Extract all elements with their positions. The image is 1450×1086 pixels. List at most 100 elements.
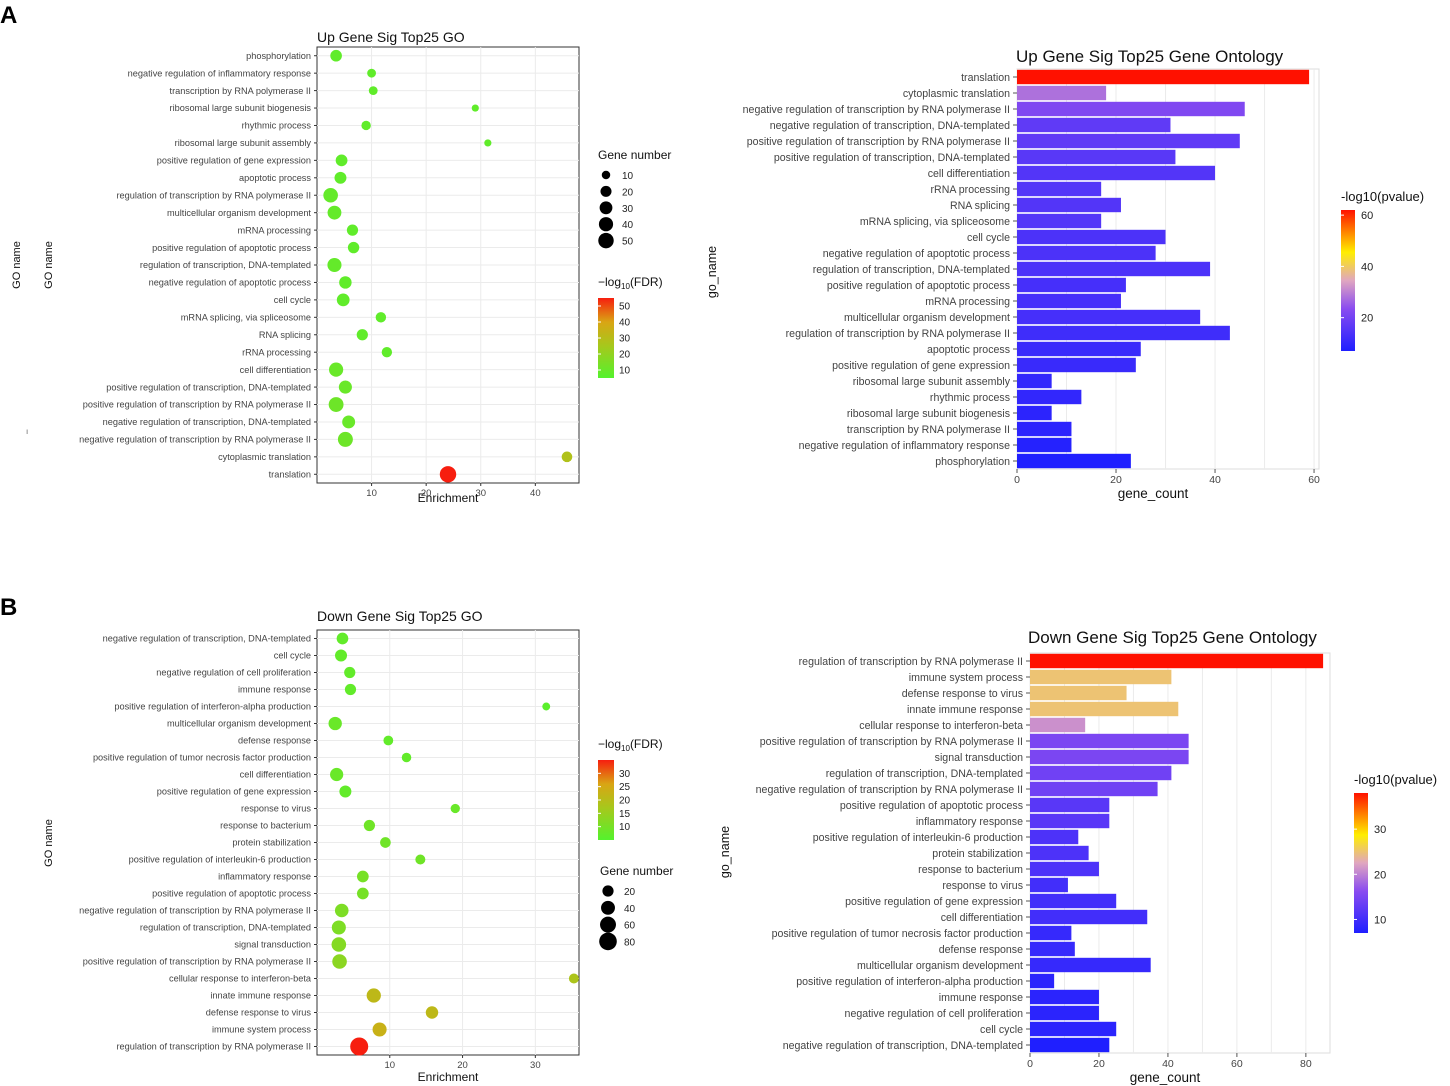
x-tick-label: 20: [457, 1060, 468, 1071]
data-point: [330, 49, 342, 62]
bar: [1017, 373, 1052, 389]
bar: [1030, 1021, 1117, 1037]
y-tick-label: mRNA splicing, via spliceosome: [181, 313, 311, 323]
data-point: [328, 716, 342, 731]
bar: [1017, 277, 1126, 293]
color-legend-label: 40: [1361, 261, 1373, 273]
data-point: [339, 276, 352, 289]
x-tick-label: 0: [1014, 474, 1020, 486]
color-legend-label: 50: [619, 302, 631, 313]
bar: [1030, 813, 1110, 829]
y-tick-label: immune response: [238, 685, 311, 695]
y-tick-label: mRNA splicing, via spliceosome: [860, 216, 1010, 228]
y-tick-label: mRNA processing: [925, 296, 1010, 308]
color-legend-label: 30: [619, 769, 631, 780]
bar: [1030, 989, 1099, 1005]
color-legend-label: 20: [619, 350, 631, 361]
data-point: [381, 347, 393, 358]
data-point: [484, 139, 492, 147]
y-tick-label: positive regulation of transcription, DN…: [106, 382, 311, 392]
y-tick-label: regulation of transcription by RNA polym…: [116, 1042, 311, 1052]
y-tick-label: rhythmic process: [930, 392, 1010, 404]
data-point: [368, 86, 378, 96]
x-axis-label: gene_count: [1130, 1070, 1201, 1085]
data-point: [375, 312, 387, 323]
bar: [1017, 85, 1107, 101]
bar: [1017, 133, 1240, 149]
y-tick-label: cell cycle: [980, 1024, 1023, 1036]
y-tick-label: negative regulation of transcription by …: [79, 435, 311, 445]
y-tick-label: positive regulation of interferon-alpha …: [114, 702, 311, 712]
data-point: [471, 104, 479, 112]
y-tick-label: multicellular organism development: [844, 312, 1010, 324]
color-legend-label: 10: [1374, 914, 1386, 926]
y-tick-label: phosphorylation: [935, 456, 1010, 468]
color-legend-label: 30: [619, 334, 631, 345]
color-legend-bar: [598, 760, 614, 840]
bar: [1017, 357, 1136, 373]
down_bubble-chart: Down Gene Sig Top25 GO negative regulatio…: [43, 608, 673, 1084]
data-point: [542, 702, 551, 711]
size-legend-label: 60: [624, 921, 636, 932]
y-tick-label: cytoplasmic translation: [903, 88, 1010, 100]
y-tick-label: regulation of transcription, DNA-templat…: [813, 264, 1010, 276]
y-tick-label: positive regulation of tumor necrosis fa…: [93, 753, 311, 763]
data-point: [347, 241, 360, 254]
x-tick-label: 40: [1209, 474, 1221, 486]
y-tick-label: regulation of transcription, DNA-templat…: [140, 923, 311, 933]
data-point: [336, 632, 349, 645]
data-point: [327, 205, 342, 220]
bar: [1017, 149, 1176, 165]
size-legend-label: 80: [624, 937, 636, 948]
data-point: [357, 887, 369, 900]
data-point: [344, 666, 356, 679]
x-tick-label: 30: [475, 488, 486, 499]
x-tick-label: 10: [366, 488, 377, 499]
bar: [1030, 957, 1151, 973]
y-tick-label: negative regulation of transcription, DN…: [103, 634, 311, 644]
x-axis-label: Enrichment: [418, 1070, 479, 1084]
y-axis-label: go_name: [718, 826, 732, 878]
x-tick-label: 60: [1231, 1058, 1243, 1070]
bar: [1017, 117, 1171, 133]
y-tick-label: negative regulation of transcription by …: [743, 104, 1010, 116]
bar: [1030, 749, 1189, 765]
y-tick-label: ribosomal large subunit biogenesis: [170, 103, 312, 113]
size-legend-label: 20: [622, 187, 634, 198]
data-point: [439, 466, 457, 483]
bar: [1030, 861, 1099, 877]
bar: [1017, 229, 1166, 245]
color-legend-bar: [1341, 210, 1355, 351]
y-tick-label: inflammatory response: [916, 816, 1023, 828]
data-point: [323, 187, 338, 203]
data-point: [561, 451, 573, 463]
y-tick-label: defense response to virus: [902, 688, 1023, 700]
x-axis-label: gene_count: [1118, 486, 1189, 501]
x-tick-label: 40: [1162, 1058, 1174, 1070]
y-tick-label: RNA splicing: [950, 200, 1010, 212]
y-tick-label: immune system process: [212, 1025, 311, 1035]
y-tick-label: cell differentiation: [240, 770, 311, 780]
y-tick-label: negative regulation of transcription, DN…: [783, 1040, 1023, 1052]
bar: [1030, 701, 1179, 717]
size-legend-dot: [602, 885, 614, 897]
y-tick-label: negative regulation of transcription, DN…: [103, 417, 311, 427]
y-tick-label: positive regulation of transcription by …: [83, 400, 311, 410]
y-tick-label: signal transduction: [935, 752, 1023, 764]
bar: [1030, 669, 1172, 685]
y-tick-label: positive regulation of interleukin-6 pro…: [813, 832, 1023, 844]
size-legend-dot: [599, 201, 613, 215]
color-legend-label: 25: [619, 782, 631, 793]
y-tick-label: regulation of transcription by RNA polym…: [116, 190, 311, 200]
y-axis-label: GO name: [43, 819, 55, 867]
y-tick-label: positive regulation of apoptotic process: [840, 800, 1023, 812]
y-tick-label: RNA splicing: [259, 330, 311, 340]
color-legend-label: 30: [1374, 824, 1386, 836]
y-tick-label: defense response: [238, 736, 311, 746]
x-tick-label: 60: [1308, 474, 1320, 486]
color-legend-bar: [598, 298, 614, 378]
size-legend-dot: [600, 916, 616, 933]
x-tick-label: 40: [530, 488, 541, 499]
data-point: [331, 920, 346, 935]
